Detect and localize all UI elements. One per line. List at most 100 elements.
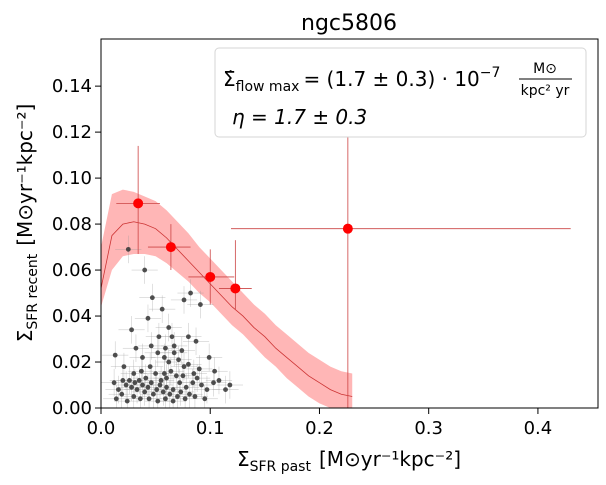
pixel-point	[147, 364, 153, 370]
x-tick-label: 0.0	[87, 418, 116, 439]
y-axis-label: ΣSFR recent [M⊙yr⁻¹kpc⁻²]	[13, 104, 41, 343]
pixel-point	[196, 366, 202, 372]
legend-box	[214, 47, 587, 138]
pixel-point	[158, 378, 164, 383]
legend: Σ̇flow max = (1.7 ± 0.3) · 10−7 M⊙ kpc² y…	[214, 47, 587, 138]
pixel-point	[126, 378, 132, 383]
y-axis-label-sub: SFR recent	[25, 253, 41, 329]
pixel-point	[192, 394, 198, 399]
pixel-point	[199, 382, 204, 388]
pixel-point	[177, 380, 183, 386]
pixel-point	[198, 302, 203, 307]
pixel-point	[211, 380, 216, 386]
pixel-point	[169, 334, 175, 340]
pixel-point	[194, 375, 200, 381]
pixel-point	[142, 267, 148, 273]
pixel-point	[142, 389, 148, 395]
x-axis-ticks: 0.0 0.1 0.2 0.3 0.4	[87, 408, 553, 439]
binned-point	[133, 198, 144, 209]
x-tick-label: 0.3	[414, 418, 443, 439]
pixel-point	[193, 338, 199, 344]
pixel-point	[133, 345, 139, 351]
pixel-point	[125, 246, 131, 252]
x-axis-label-symbol: Σ	[237, 447, 250, 471]
y-tick-label: 0.00	[52, 398, 92, 419]
pixel-point	[223, 387, 228, 393]
pixel-point	[155, 398, 161, 404]
pixel-point	[129, 327, 134, 333]
pixel-point	[227, 382, 233, 388]
pixel-points	[111, 246, 233, 404]
pixel-point	[178, 389, 184, 395]
y-tick-label: 0.10	[52, 168, 92, 189]
legend-flow-exp: −7	[480, 65, 501, 81]
pixel-point	[136, 378, 142, 383]
pixel-point	[179, 348, 185, 353]
legend-line-1: Σ̇flow max = (1.7 ± 0.3) · 10−7	[223, 65, 500, 95]
pixel-point	[164, 384, 169, 390]
pixel-point	[181, 297, 187, 303]
binned-point	[342, 223, 353, 234]
pixel-point	[154, 387, 160, 393]
x-axis-label-unit: [M⊙yr⁻¹kpc⁻²]	[319, 447, 461, 471]
pixel-point	[149, 295, 155, 301]
x-tick-label: 0.1	[196, 418, 225, 439]
pixel-point	[185, 361, 191, 367]
binned-point	[165, 242, 176, 253]
pixel-point	[171, 343, 177, 349]
pixel-point	[155, 350, 161, 356]
pixel-point	[204, 387, 210, 393]
plot-frame	[100, 38, 599, 409]
y-tick-label: 0.04	[52, 306, 92, 327]
pixel-point	[148, 380, 154, 386]
pixel-point	[145, 315, 151, 321]
pixel-point	[121, 364, 127, 370]
pixel-point	[131, 371, 137, 376]
pixel-point	[181, 364, 187, 370]
y-axis-ticks: 0.00 0.02 0.04 0.06 0.08 0.10 0.12 0.14	[52, 76, 101, 419]
binned-points	[133, 198, 353, 294]
x-axis-label-sub: SFR past	[250, 459, 312, 475]
pixel-point	[163, 345, 168, 351]
y-axis-label-symbol: Σ	[13, 330, 37, 343]
x-axis-label: ΣSFR past [M⊙yr⁻¹kpc⁻²]	[237, 447, 461, 475]
y-tick-label: 0.06	[52, 260, 92, 281]
legend-frac-den: kpc² yr	[521, 83, 570, 99]
pixel-point	[212, 368, 218, 374]
pixel-point	[180, 373, 186, 379]
pixel-point	[137, 396, 143, 402]
pixel-point	[216, 378, 222, 383]
pixel-point	[140, 355, 145, 360]
pixel-point	[168, 368, 174, 374]
y-tick-label: 0.12	[52, 122, 92, 143]
pixel-point	[132, 380, 138, 386]
x-tick-label: 0.4	[524, 418, 553, 439]
x-tick-label: 0.2	[305, 418, 334, 439]
pixel-point	[176, 357, 181, 363]
pixel-point	[146, 396, 152, 402]
pixel-point	[171, 350, 177, 356]
pixel-point	[202, 396, 208, 402]
pixel-point	[166, 359, 172, 365]
pixel-point	[161, 355, 167, 360]
pixel-point	[161, 371, 167, 376]
pixel-point	[183, 384, 189, 390]
pixel-point	[148, 343, 154, 349]
model-curve	[101, 221, 353, 397]
pixel-point	[163, 396, 168, 402]
pixel-point	[143, 375, 149, 381]
pixel-point	[188, 290, 193, 296]
pixel-point	[173, 373, 179, 379]
pixel-point	[134, 387, 140, 393]
pixel-point	[170, 398, 176, 404]
legend-flow-value: = (1.7 ± 0.3) · 10	[303, 67, 479, 91]
pixel-point	[131, 394, 137, 399]
y-tick-label: 0.14	[52, 76, 92, 97]
plot-content	[101, 60, 571, 408]
legend-frac-num: M⊙	[533, 61, 557, 77]
pixel-point	[140, 382, 145, 388]
pixel-point	[124, 398, 130, 404]
pixel-point	[167, 391, 173, 397]
pixel-point	[112, 352, 118, 358]
pixel-point	[156, 334, 162, 340]
